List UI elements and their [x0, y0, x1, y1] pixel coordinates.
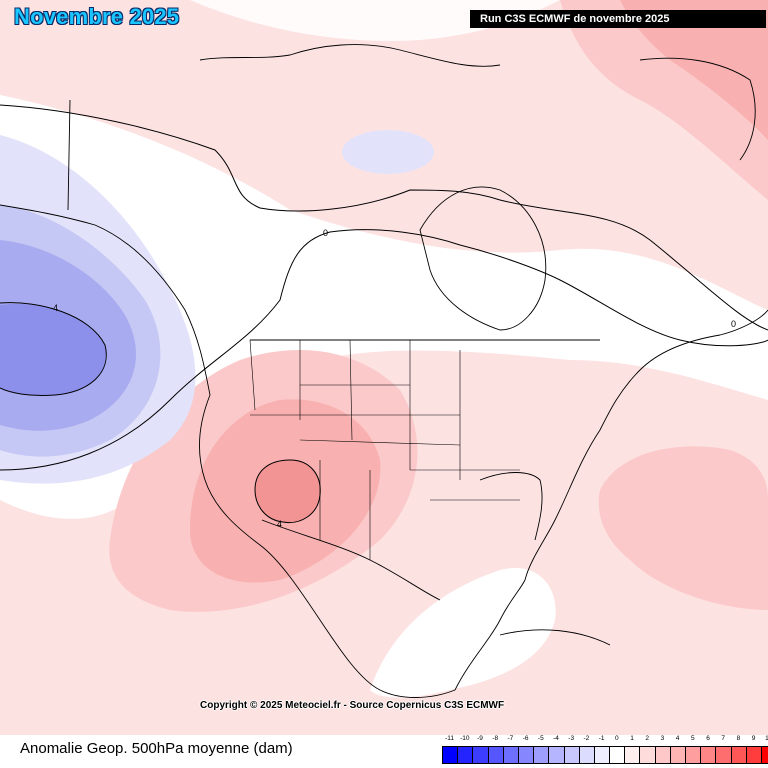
pacific-coast: [0, 204, 456, 698]
color-legend: -11-10-9-8-7-6-5-4-3-2-1012345678910: [438, 735, 768, 765]
us-state-lines: [249, 339, 520, 560]
legend-label: 5: [690, 735, 695, 742]
anomaly-fields: [0, 0, 768, 735]
legend-swatch: [443, 747, 459, 763]
legend-swatch: [518, 747, 535, 763]
copyright-notice: Copyright © 2025 Meteociel.fr - Source C…: [200, 700, 505, 711]
legend-label: 1: [630, 735, 634, 742]
legend-swatch: [625, 747, 641, 763]
arctic-neutral: [190, 0, 560, 41]
state-borders: [249, 339, 520, 560]
legend-label: -1: [598, 735, 605, 742]
pacific-negative-core: [0, 304, 107, 396]
map-title: Novembre 2025: [14, 4, 180, 29]
legend-swatch: [473, 747, 489, 763]
legend-swatch: [610, 747, 626, 763]
legend-label: 6: [706, 735, 710, 742]
legend-swatch: [549, 747, 565, 763]
legend-swatch: [701, 747, 717, 763]
contour-minus-4: [0, 302, 107, 396]
map-area: 0 0 -4 4 Novembre 2025 Run C3S ECMWF de …: [0, 0, 768, 735]
legend-label: -8: [492, 735, 499, 742]
legend-swatch: [579, 747, 595, 763]
legend-label: 10: [765, 735, 768, 742]
legend-label: 2: [645, 735, 649, 742]
legend-swatch: [640, 747, 656, 763]
legend-label: -10: [460, 735, 470, 742]
legend-swatch: [655, 747, 671, 763]
legend-label: -3: [568, 735, 575, 742]
hudson-negative: [342, 130, 434, 174]
legend-label: 9: [751, 735, 756, 742]
cuba: [499, 629, 611, 646]
legend-swatch: [670, 747, 686, 763]
legend-bar: [442, 746, 768, 764]
greenland-coast: [639, 57, 756, 161]
legend-swatch: [534, 747, 550, 763]
legend-label: -2: [583, 735, 590, 742]
florida: [479, 472, 543, 541]
hudson-bay: [419, 186, 547, 331]
legend-label: 8: [736, 735, 741, 742]
greenland-positive-core: [620, 0, 768, 140]
gulf-neutral: [370, 568, 556, 698]
legend-swatch: [488, 747, 504, 763]
atlantic-positive: [598, 446, 768, 610]
contour-label-plus-4: 4: [277, 519, 282, 529]
contour-label-zero-east: 0: [731, 319, 736, 329]
legend-swatch: [686, 747, 702, 763]
legend-swatch: [761, 747, 768, 763]
contour-label-group: 0 0 -4 4: [50, 228, 736, 529]
legend-label: 4: [675, 735, 680, 742]
run-banner: Run C3S ECMWF de novembre 2025: [470, 10, 766, 28]
alaska-border: [67, 99, 71, 211]
map-caption: Anomalie Geop. 500hPa moyenne (dam): [20, 740, 293, 757]
legend-swatch: [716, 747, 732, 763]
legend-label: 7: [721, 735, 725, 742]
legend-label: 0: [614, 735, 619, 742]
contour-zero-north: [0, 104, 768, 331]
legend-label: 3: [660, 735, 665, 742]
legend-label: -9: [477, 735, 483, 742]
contour-label-zero-north: 0: [323, 228, 328, 238]
atlantic-coast: [454, 309, 768, 691]
legend-labels: -11-10-9-8-7-6-5-4-3-2-1012345678910: [438, 735, 768, 745]
contour-zero-mid: [0, 229, 768, 471]
legend-swatch: [746, 747, 762, 763]
legend-label: -6: [522, 735, 529, 742]
contour-label-minus-4: -4: [50, 303, 58, 313]
legend-swatch: [503, 747, 519, 763]
legend-swatch: [594, 747, 611, 763]
legend-label: -5: [537, 735, 544, 742]
legend-swatch: [564, 747, 580, 763]
arctic-islands: [199, 44, 501, 67]
western-positive-max: [255, 460, 321, 523]
anomaly-map: 0 0 -4 4: [0, 0, 768, 735]
legend-label: -7: [507, 735, 514, 742]
legend-label: -4: [553, 735, 559, 742]
legend-swatch: [731, 747, 747, 763]
legend-label: -11: [445, 735, 455, 742]
legend-swatch: [458, 747, 474, 763]
